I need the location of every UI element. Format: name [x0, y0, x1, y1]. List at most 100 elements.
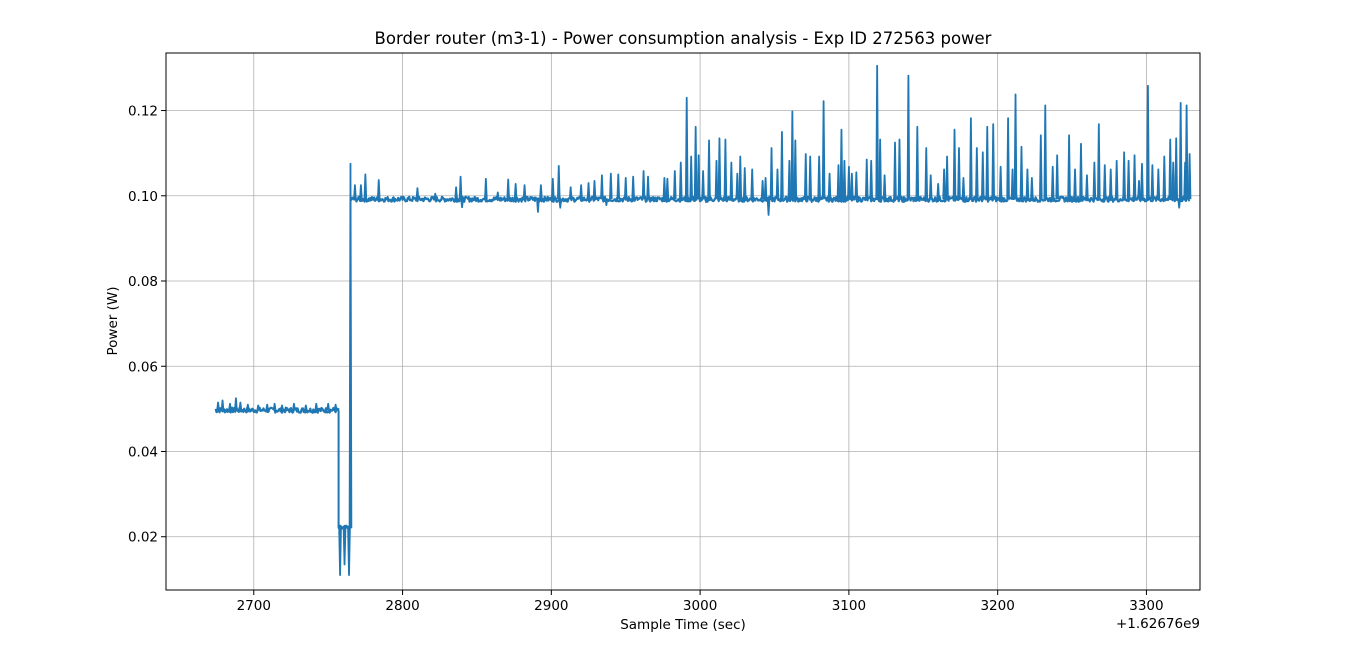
series-spike [506, 178, 510, 200]
series-spike [790, 110, 795, 200]
series-spike [1156, 168, 1161, 200]
series-spike [707, 139, 711, 200]
series-spike [928, 174, 933, 200]
series-spike [780, 130, 784, 200]
series-spike [314, 402, 319, 411]
series-spike [729, 161, 734, 200]
series-spike [1177, 199, 1181, 209]
series-spike [1055, 154, 1059, 200]
series-spike [1132, 154, 1137, 200]
series-spike [1137, 179, 1141, 200]
series-spike [228, 402, 232, 411]
series-spike [347, 528, 351, 576]
series-spike [689, 155, 693, 200]
series-spike [809, 198, 814, 204]
series-spike [363, 173, 368, 200]
series-spike [678, 161, 683, 200]
series-spike [723, 138, 728, 200]
y-tick-label: 0.02 [128, 530, 158, 546]
series-spike [1114, 159, 1119, 200]
series-baseline-segment [214, 406, 340, 414]
series-spike [839, 128, 844, 200]
series-spike [665, 177, 670, 200]
series-spike [1025, 168, 1030, 200]
series-spike [1039, 134, 1043, 200]
series-spike [738, 155, 743, 200]
series-spike [980, 151, 985, 200]
series-spike [817, 155, 821, 200]
series-spike [1092, 161, 1097, 200]
series-spike [568, 186, 573, 200]
series-spike [1174, 137, 1178, 200]
series-spike [750, 168, 754, 200]
y-tick-label: 0.10 [128, 189, 158, 205]
series-spike [847, 165, 851, 200]
series-spike [875, 64, 879, 200]
series-spike [696, 154, 701, 200]
y-tick-label: 0.08 [128, 274, 158, 290]
series-spike [864, 158, 869, 200]
series-spike [942, 168, 946, 200]
series-spike [1006, 117, 1010, 200]
series-spike [433, 192, 438, 200]
series-spike [714, 159, 719, 200]
series-spike [717, 137, 722, 200]
series-spike [359, 184, 363, 200]
series-spike [821, 100, 826, 200]
series-spike [985, 125, 990, 200]
series-spike [551, 177, 555, 200]
series-spike [945, 155, 949, 200]
series-spike [579, 184, 583, 200]
series-spike [1162, 155, 1167, 200]
series-spike [836, 164, 841, 200]
series-spike [220, 399, 225, 411]
series-spike [842, 159, 847, 200]
plot-frame [165, 52, 1201, 591]
y-tick-label: 0.12 [128, 104, 158, 120]
series-spike [1168, 138, 1173, 200]
series-spike [1146, 84, 1150, 200]
series-spike [693, 125, 698, 200]
series-spike [975, 147, 979, 200]
series-spike [1187, 153, 1192, 200]
series-spike [333, 403, 338, 411]
series-spike [969, 117, 973, 200]
x-tick-label: 2800 [385, 598, 419, 614]
y-tick-label: 0.06 [128, 359, 158, 375]
series-spike [704, 198, 708, 204]
series-spike [961, 176, 966, 200]
series-spike [454, 186, 458, 200]
chart-title: Border router (m3-1) - Power consumption… [375, 29, 992, 48]
series-spike [957, 147, 961, 200]
series-spike [775, 168, 780, 200]
series-spike [1013, 93, 1018, 200]
series-spike [539, 184, 543, 200]
series-spike [592, 179, 597, 200]
series-spike [495, 191, 500, 200]
series-spike [1108, 168, 1113, 200]
series-spike [787, 159, 792, 200]
series-spike [609, 172, 613, 200]
series-spike [1150, 164, 1155, 200]
series-spike [1140, 162, 1144, 200]
series-spike [991, 123, 995, 200]
series-spike [1079, 142, 1083, 200]
series-spike [353, 184, 357, 200]
y-tick-label: 0.04 [128, 444, 158, 460]
series-spike [338, 528, 342, 576]
x-offset-label: +1.62676e9 [1116, 616, 1200, 632]
series-spike [376, 179, 381, 200]
series-spike [902, 198, 906, 204]
series-spike [673, 170, 677, 200]
series-spike [513, 182, 518, 200]
series-spike [793, 139, 798, 200]
series-spike [882, 174, 887, 200]
series-spike [1122, 151, 1126, 200]
series-spike [616, 173, 621, 200]
series-spike [803, 153, 808, 200]
series-spike [760, 179, 765, 200]
series-spike [246, 403, 250, 411]
series-spike [1178, 101, 1183, 200]
series-spike [1102, 164, 1107, 200]
